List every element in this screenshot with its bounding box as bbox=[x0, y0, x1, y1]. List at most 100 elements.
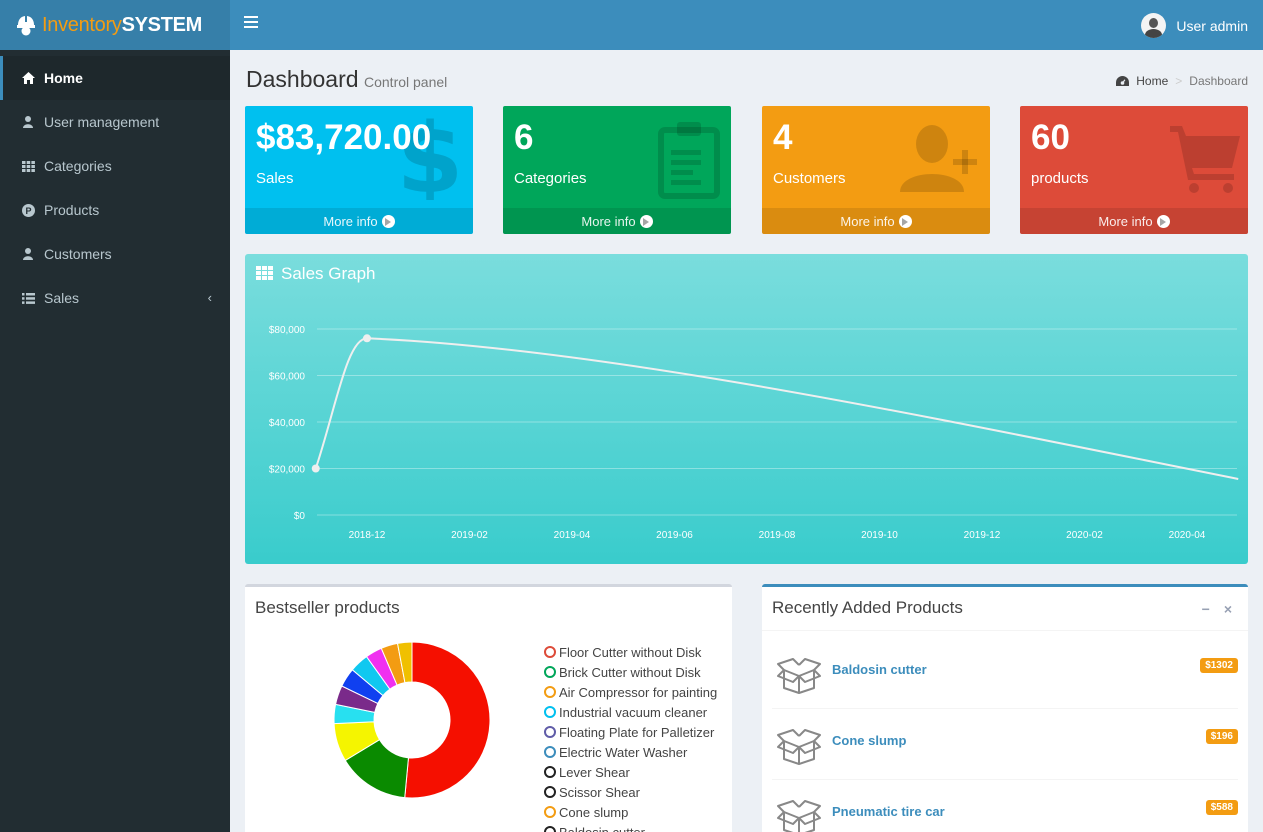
sidebar-item-home[interactable]: Home bbox=[0, 56, 230, 100]
bestseller-panel: Bestseller products Floor Cutter without… bbox=[245, 584, 732, 832]
legend-marker bbox=[544, 806, 556, 818]
legend-marker bbox=[544, 746, 556, 758]
bestseller-legend: Floor Cutter without Disk Brick Cutter wi… bbox=[544, 642, 717, 832]
breadcrumb-current: Dashboard bbox=[1189, 74, 1248, 88]
legend-label: Brick Cutter without Disk bbox=[559, 664, 701, 680]
breadcrumb: Home > Dashboard bbox=[1116, 74, 1248, 88]
legend-label: Air Compressor for painting bbox=[559, 684, 718, 700]
legend-item: Floor Cutter without Disk bbox=[544, 642, 717, 662]
box-icon bbox=[777, 800, 821, 832]
legend-item: Brick Cutter without Disk bbox=[544, 662, 717, 682]
list-item: Pneumatic tire car $588 bbox=[772, 780, 1238, 832]
legend-label: Floating Plate for Palletizer bbox=[559, 724, 715, 740]
logo-text: InventorySYSTEM bbox=[42, 13, 203, 36]
stat-box-categories: 6 Categories More info bbox=[503, 106, 731, 234]
dollar-icon: $ bbox=[397, 114, 464, 200]
x-tick-label: 2020-04 bbox=[1169, 530, 1206, 541]
y-tick-label: $60,000 bbox=[269, 372, 306, 383]
arrow-circle-right-icon bbox=[898, 214, 912, 228]
collapse-icon[interactable]: − bbox=[1201, 601, 1210, 617]
arrow-circle-right-icon bbox=[1156, 214, 1170, 228]
product-name-link[interactable]: Baldosin cutter bbox=[832, 662, 927, 677]
sidebar-item-label: Sales bbox=[44, 290, 80, 306]
more-info-link[interactable]: More info bbox=[245, 208, 473, 234]
breadcrumb-separator: > bbox=[1175, 74, 1183, 88]
legend-label: Lever Shear bbox=[559, 764, 630, 780]
x-tick-label: 2019-02 bbox=[451, 530, 488, 541]
user-icon bbox=[21, 115, 35, 129]
stat-label: Categories bbox=[514, 170, 587, 187]
x-tick-label: 2019-06 bbox=[656, 530, 693, 541]
breadcrumb-home[interactable]: Home bbox=[1136, 74, 1169, 88]
legend-item: Electric Water Washer bbox=[544, 742, 717, 762]
sales-line-chart: $0 $20,000 $40,000 $60,000 $80,000 2018-12 201… bbox=[269, 325, 1239, 541]
price-badge: $588 bbox=[1205, 800, 1238, 815]
user-menu[interactable]: User admin bbox=[1141, 13, 1248, 38]
more-info-link[interactable]: More info bbox=[503, 208, 731, 234]
x-tick-label: 2019-04 bbox=[554, 530, 591, 541]
user-name: User admin bbox=[1176, 17, 1248, 34]
donut-slice bbox=[396, 641, 413, 684]
legend-marker bbox=[544, 786, 556, 798]
panel-divider bbox=[762, 630, 1248, 631]
box-icon bbox=[777, 729, 821, 765]
sales-graph-box: Sales Graph $0 $20,000 $40,000 $60,000 $80,0… bbox=[245, 254, 1248, 564]
sidebar-toggle-icon[interactable] bbox=[244, 16, 258, 30]
donut-slice bbox=[404, 641, 491, 799]
legend-label: Electric Water Washer bbox=[559, 744, 688, 760]
sidebar: Home User management Categories P Produc… bbox=[0, 50, 230, 832]
sidebar-item-products[interactable]: P Products bbox=[0, 188, 230, 232]
sidebar-item-categories[interactable]: Categories bbox=[0, 144, 230, 188]
list-item: Cone slump $196 bbox=[772, 709, 1238, 780]
product-name-link[interactable]: Cone slump bbox=[832, 733, 907, 748]
app-logo[interactable]: InventorySYSTEM bbox=[0, 0, 230, 50]
x-tick-label: 2018-12 bbox=[349, 530, 386, 541]
sidebar-item-sales[interactable]: Sales ‹ bbox=[0, 276, 230, 320]
more-info-link[interactable]: More info bbox=[1020, 208, 1248, 234]
sidebar-item-label: Home bbox=[44, 70, 83, 86]
stat-label: Customers bbox=[773, 170, 846, 187]
grid-icon bbox=[21, 159, 35, 173]
x-tick-label: 2020-02 bbox=[1066, 530, 1103, 541]
sidebar-item-label: Products bbox=[44, 202, 100, 218]
close-icon[interactable]: × bbox=[1223, 601, 1232, 617]
product-icon: P bbox=[21, 203, 35, 217]
sidebar-item-customers[interactable]: Customers bbox=[0, 232, 230, 276]
box-icon bbox=[777, 658, 821, 694]
sidebar-item-user-management[interactable]: User management bbox=[0, 100, 230, 144]
bestseller-donut-chart bbox=[333, 641, 491, 799]
y-tick-label: $20,000 bbox=[269, 465, 306, 476]
page-title: Dashboard bbox=[246, 66, 359, 92]
user-icon bbox=[21, 247, 35, 261]
y-tick-label: $40,000 bbox=[269, 418, 306, 429]
arrow-circle-right-icon bbox=[639, 214, 653, 228]
stat-value: 60 bbox=[1031, 118, 1070, 157]
recent-products-panel: Recently Added Products − × Baldosin cut… bbox=[762, 584, 1248, 832]
stat-box-customers: 4 Customers More info bbox=[762, 106, 990, 234]
recent-products-title: Recently Added Products bbox=[772, 598, 963, 617]
svg-text:$: $ bbox=[397, 114, 464, 200]
bestseller-title: Bestseller products bbox=[255, 598, 400, 617]
legend-item: Cone slump bbox=[544, 802, 717, 822]
price-badge: $196 bbox=[1205, 729, 1238, 744]
x-tick-label: 2019-12 bbox=[964, 530, 1001, 541]
home-icon bbox=[21, 71, 35, 85]
sidebar-item-label: Categories bbox=[44, 158, 112, 174]
legend-marker bbox=[544, 826, 556, 832]
more-info-link[interactable]: More info bbox=[762, 208, 990, 234]
svg-text:P: P bbox=[25, 206, 31, 216]
y-tick-label: $80,000 bbox=[269, 325, 306, 336]
legend-item: Baldosin cutter bbox=[544, 822, 717, 832]
list-item: Baldosin cutter $1302 bbox=[772, 638, 1238, 709]
product-name-link[interactable]: Pneumatic tire car bbox=[832, 804, 945, 819]
stat-value: 4 bbox=[773, 118, 793, 157]
stat-value: $83,720.00 bbox=[256, 118, 432, 157]
legend-marker bbox=[544, 726, 556, 738]
panel-tools: − × bbox=[1202, 601, 1232, 617]
legend-item: Lever Shear bbox=[544, 762, 717, 782]
page-subtitle: Control panel bbox=[364, 74, 448, 90]
legend-item: Industrial vacuum cleaner bbox=[544, 702, 717, 722]
legend-label: Industrial vacuum cleaner bbox=[559, 704, 708, 720]
stat-label: Sales bbox=[256, 170, 294, 187]
user-add-icon bbox=[900, 125, 977, 192]
